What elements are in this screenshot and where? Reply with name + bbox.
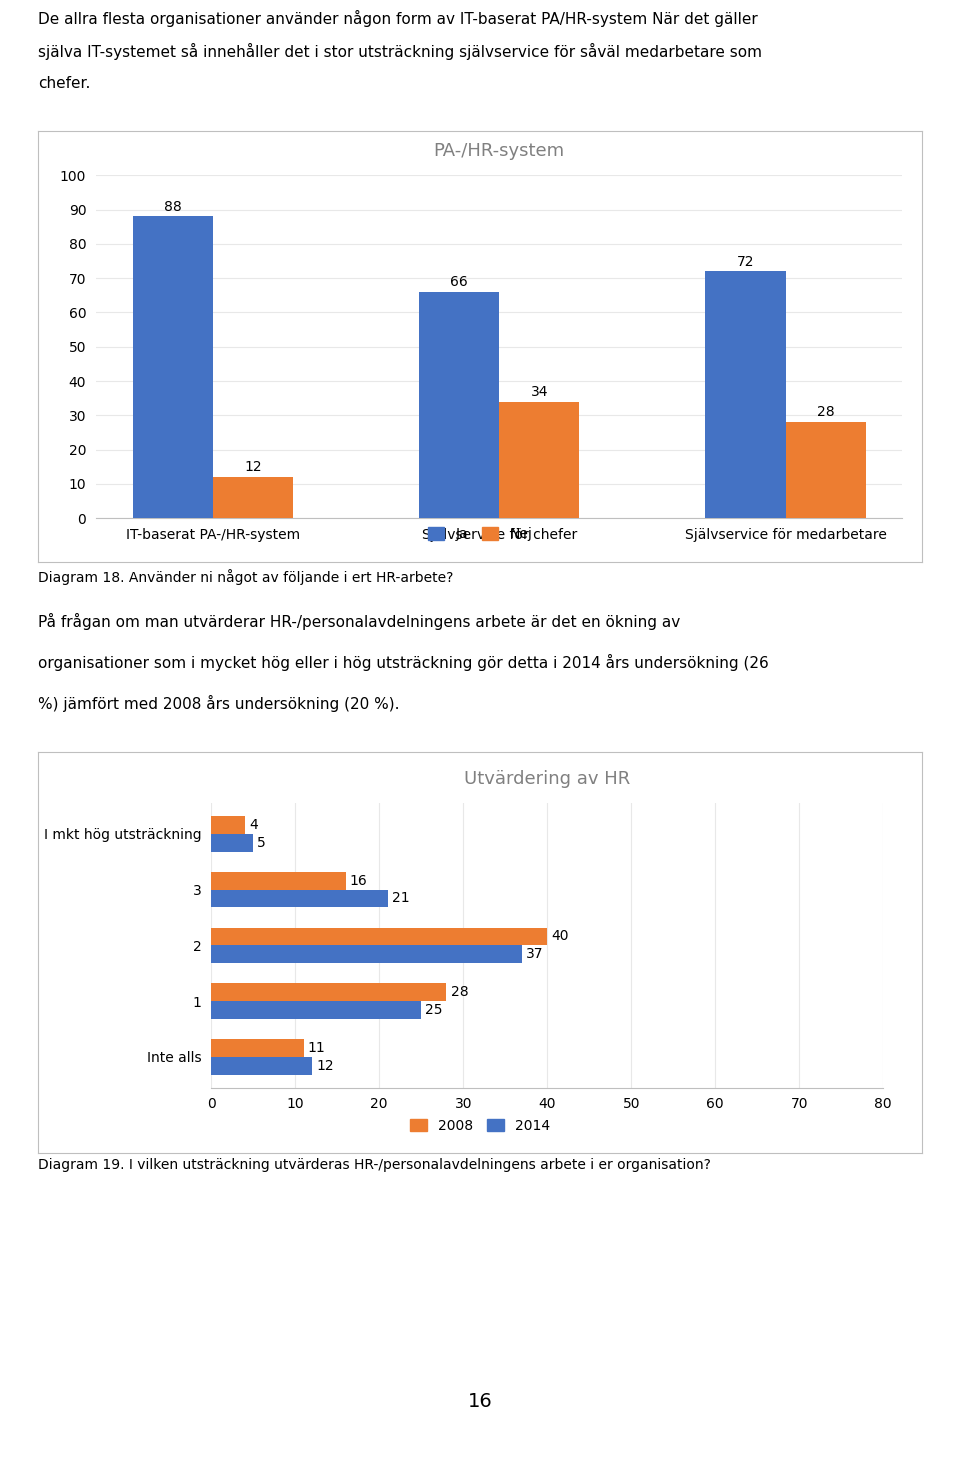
Bar bbox=[211, 889, 388, 908]
Text: 28: 28 bbox=[817, 406, 834, 419]
Bar bbox=[211, 1002, 421, 1019]
Bar bbox=[211, 927, 547, 946]
Bar bbox=[211, 872, 346, 889]
Bar bbox=[132, 216, 213, 518]
Text: 28: 28 bbox=[450, 986, 468, 999]
Bar bbox=[211, 946, 522, 964]
Text: 11: 11 bbox=[308, 1041, 325, 1056]
Text: 4: 4 bbox=[249, 818, 257, 832]
Text: 34: 34 bbox=[531, 385, 548, 399]
Bar bbox=[211, 816, 245, 834]
Bar bbox=[213, 477, 293, 518]
Bar bbox=[211, 1040, 303, 1057]
Text: organisationer som i mycket hög eller i hög utsträckning gör detta i 2014 års un: organisationer som i mycket hög eller i … bbox=[38, 654, 769, 672]
Text: 25: 25 bbox=[425, 1003, 443, 1018]
Text: 5: 5 bbox=[257, 835, 266, 850]
Text: 12: 12 bbox=[244, 460, 262, 474]
Legend: Ja, Nej: Ja, Nej bbox=[422, 521, 538, 548]
Text: 16: 16 bbox=[349, 873, 368, 888]
Bar bbox=[785, 422, 866, 518]
Bar bbox=[211, 983, 446, 1002]
Bar bbox=[211, 1057, 312, 1075]
Text: Diagram 19. I vilken utsträckning utvärderas HR-/personalavdelningens arbete i e: Diagram 19. I vilken utsträckning utvärd… bbox=[38, 1158, 711, 1172]
Text: På frågan om man utvärderar HR-/personalavdelningens arbete är det en ökning av: På frågan om man utvärderar HR-/personal… bbox=[38, 613, 681, 631]
Text: Diagram 18. Använder ni något av följande i ert HR-arbete?: Diagram 18. Använder ni något av följand… bbox=[38, 569, 454, 585]
Text: 88: 88 bbox=[164, 200, 181, 213]
Text: 72: 72 bbox=[736, 254, 755, 269]
Bar bbox=[419, 292, 499, 518]
Text: själva IT-systemet så innehåller det i stor utsträckning självservice för såväl : själva IT-systemet så innehåller det i s… bbox=[38, 42, 762, 60]
Text: 12: 12 bbox=[316, 1058, 334, 1073]
Bar bbox=[211, 834, 253, 851]
Title: Utvärdering av HR: Utvärdering av HR bbox=[464, 769, 631, 787]
Text: 21: 21 bbox=[392, 892, 409, 905]
Bar bbox=[499, 402, 580, 518]
Title: PA-/HR-system: PA-/HR-system bbox=[434, 142, 564, 159]
Bar bbox=[706, 272, 785, 518]
Legend: 2008, 2014: 2008, 2014 bbox=[404, 1113, 556, 1139]
Text: chefer.: chefer. bbox=[38, 76, 91, 91]
Text: 40: 40 bbox=[551, 930, 569, 943]
Text: 37: 37 bbox=[526, 948, 543, 961]
Text: 66: 66 bbox=[450, 274, 468, 289]
Text: De allra flesta organisationer använder någon form av IT-baserat PA/HR-system Nä: De allra flesta organisationer använder … bbox=[38, 10, 758, 28]
Text: %) jämfört med 2008 års undersökning (20 %).: %) jämfört med 2008 års undersökning (20… bbox=[38, 695, 400, 712]
Text: 16: 16 bbox=[468, 1391, 492, 1412]
